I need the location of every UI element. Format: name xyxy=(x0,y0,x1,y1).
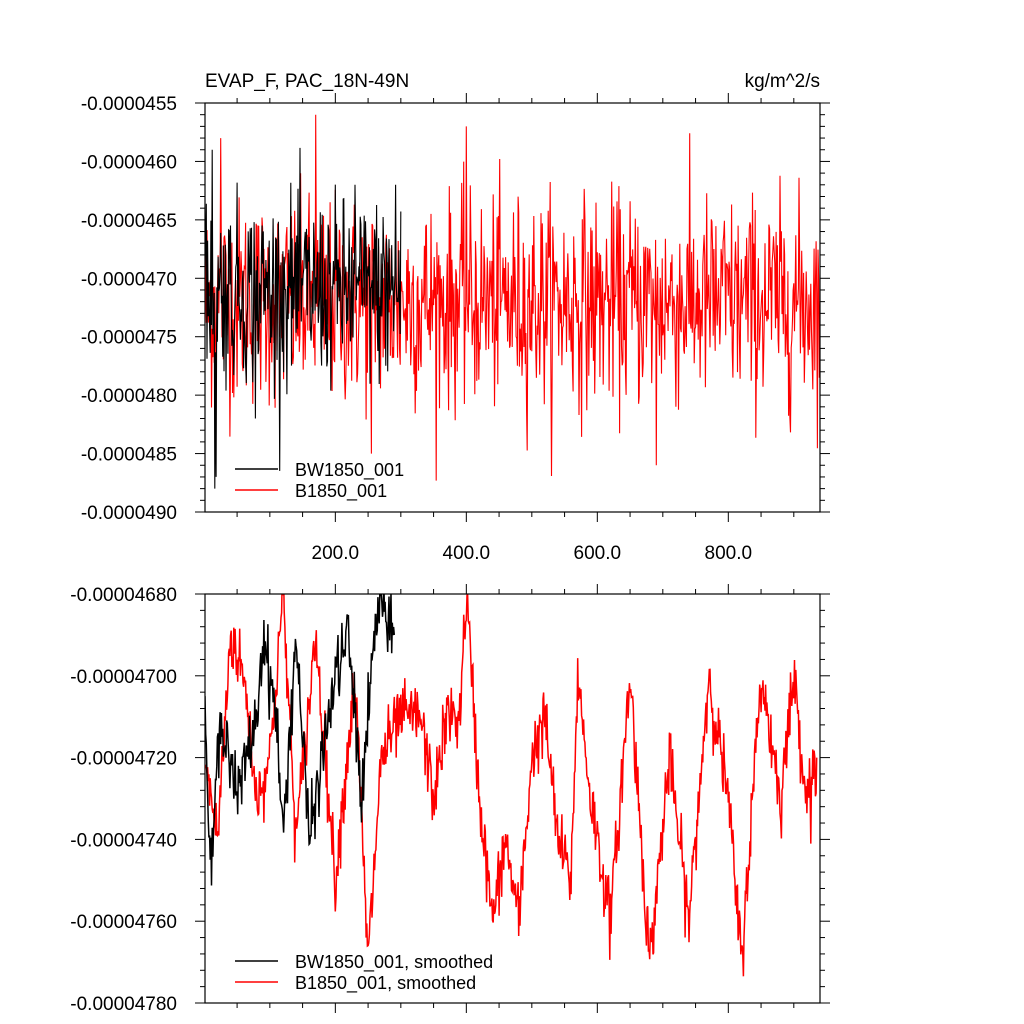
y-tick-label: -0.0000485 xyxy=(81,445,177,466)
top-panel: -0.0000455 -0.0000460 -0.0000465 -0.0000470… xyxy=(81,71,830,564)
y-tick-label: -0.0000475 xyxy=(81,328,177,349)
series-line-b1850 xyxy=(205,594,818,977)
y-tick-label: -0.00004740 xyxy=(70,830,177,851)
y-tick-label: -0.0000480 xyxy=(81,386,177,407)
series-line-bw1850 xyxy=(205,147,402,489)
top-axis-ticks: -0.0000455 -0.0000460 -0.0000465 -0.0000470… xyxy=(81,93,830,564)
y-tick-label: -0.0000470 xyxy=(81,269,177,290)
bottom-legend: BW1850_001, smoothed B1850_001, smoothed xyxy=(235,952,493,994)
legend-label-b1850-smoothed: B1850_001, smoothed xyxy=(295,973,476,994)
y-tick-label: -0.00004680 xyxy=(70,585,177,606)
top-chart-title: EVAP_F, PAC_18N-49N xyxy=(205,71,409,92)
legend-label-b1850: B1850_001 xyxy=(295,481,387,502)
x-tick-label: 600.0 xyxy=(574,543,622,564)
x-tick-label: 400.0 xyxy=(443,543,491,564)
legend-label-bw1850: BW1850_001 xyxy=(295,460,404,481)
y-tick-label: -0.00004760 xyxy=(70,912,177,933)
y-tick-label: -0.0000455 xyxy=(81,94,177,115)
y-tick-label: -0.0000465 xyxy=(81,211,177,232)
top-legend: BW1850_001 B1850_001 xyxy=(235,460,404,502)
bottom-plot-area xyxy=(205,594,818,977)
top-plot-frame xyxy=(204,102,821,513)
y-tick-label: -0.0000460 xyxy=(81,152,177,173)
y-tick-label: -0.00004720 xyxy=(70,749,177,770)
x-tick-label: 800.0 xyxy=(705,543,753,564)
x-tick-label: 200.0 xyxy=(312,543,360,564)
top-chart-units: kg/m^2/s xyxy=(745,71,820,92)
bottom-panel: -0.00004680 -0.00004700 -0.00004720 -0.0000… xyxy=(70,584,830,1015)
y-tick-label: -0.0000490 xyxy=(81,503,177,524)
top-plot-area xyxy=(205,114,820,489)
bottom-plot-frame xyxy=(204,593,821,1004)
y-tick-label: -0.00004780 xyxy=(70,994,177,1015)
y-tick-label: -0.00004700 xyxy=(70,667,177,688)
bottom-axis-ticks: -0.00004680 -0.00004700 -0.00004720 -0.0000… xyxy=(70,584,830,1015)
legend-label-bw1850-smoothed: BW1850_001, smoothed xyxy=(295,952,493,973)
series-line-bw1850 xyxy=(205,594,396,886)
